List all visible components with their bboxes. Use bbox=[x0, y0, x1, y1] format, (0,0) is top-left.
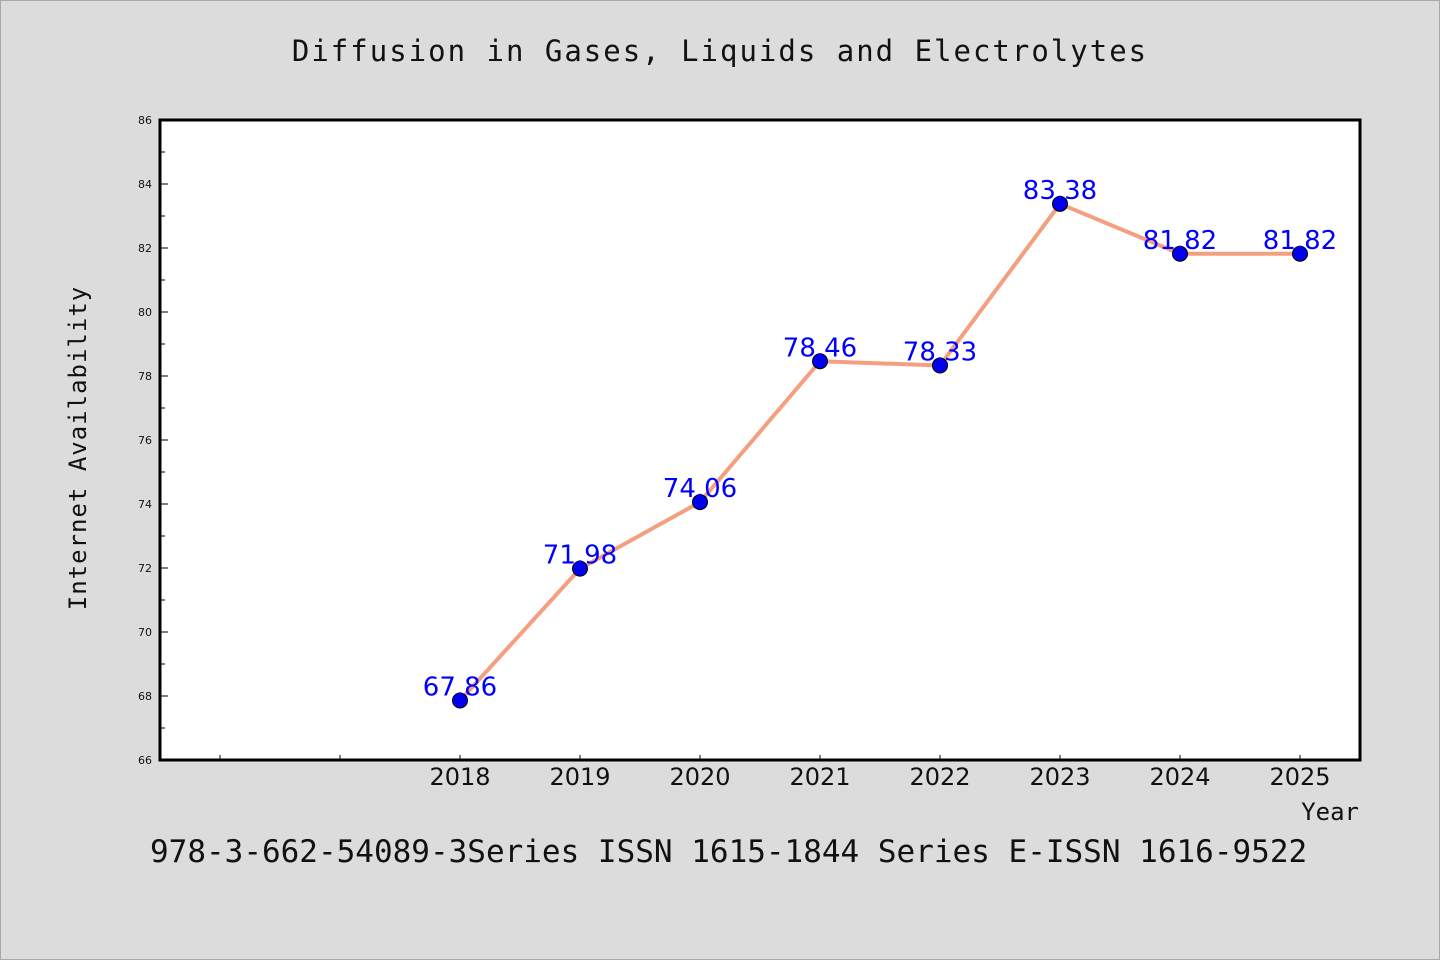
y-tick-label: 76 bbox=[138, 434, 152, 447]
data-label: 81.82 bbox=[1143, 226, 1217, 256]
data-point bbox=[572, 560, 588, 577]
x-axis: 2018 2019 2020 2021 2022 2023 2024 2025 bbox=[219, 755, 1331, 791]
y-tick-label: 66 bbox=[138, 754, 152, 767]
data-point bbox=[692, 494, 708, 511]
data-label: 67.86 bbox=[423, 672, 497, 702]
data-point bbox=[812, 353, 828, 370]
data-point bbox=[1172, 245, 1188, 262]
y-axis-label: Internet Availability bbox=[64, 286, 92, 610]
x-tick-label: 2021 bbox=[789, 763, 850, 791]
data-label: 74.06 bbox=[663, 474, 737, 504]
data-label: 78.33 bbox=[903, 337, 977, 367]
series-layer: 67.86 71.98 74.06 78.46 78.33 83.38 81.82 81.82 bbox=[423, 176, 1337, 709]
data-point bbox=[452, 692, 468, 709]
x-tick-label: 2019 bbox=[549, 763, 610, 791]
data-point bbox=[932, 357, 948, 374]
x-tick-label: 2025 bbox=[1269, 763, 1330, 791]
y-tick-label: 72 bbox=[138, 562, 152, 575]
series-line bbox=[458, 201, 1300, 702]
y-tick-label: 74 bbox=[138, 498, 152, 511]
y-tick-label: 80 bbox=[138, 306, 152, 319]
y-tick-label: 86 bbox=[138, 114, 152, 127]
y-tick-label: 68 bbox=[138, 690, 152, 703]
data-label: 81.82 bbox=[1263, 226, 1337, 256]
data-label: 71.98 bbox=[543, 541, 617, 571]
chart-footer: 978-3-662-54089-3Series ISSN 1615-1844 S… bbox=[150, 834, 1308, 870]
data-label: 78.46 bbox=[783, 333, 857, 363]
data-label: 83.38 bbox=[1023, 176, 1097, 206]
x-tick-label: 2018 bbox=[429, 763, 490, 791]
plot-area bbox=[158, 118, 1362, 762]
x-tick-label: 2020 bbox=[669, 763, 730, 791]
x-axis-label: Year bbox=[1301, 798, 1359, 826]
data-point bbox=[1292, 245, 1308, 262]
y-axis: 66 68 70 72 74 76 78 80 82 84 86 bbox=[138, 114, 168, 767]
y-tick-label: 84 bbox=[138, 178, 152, 191]
y-tick-label: 82 bbox=[138, 242, 152, 255]
data-point bbox=[1052, 195, 1068, 212]
y-tick-label: 78 bbox=[138, 370, 152, 383]
chart-title: Diffusion in Gases, Liquids and Electrol… bbox=[291, 34, 1149, 68]
x-tick-label: 2022 bbox=[909, 763, 970, 791]
x-tick-label: 2024 bbox=[1149, 763, 1210, 791]
y-tick-label: 70 bbox=[138, 626, 152, 639]
x-tick-label: 2023 bbox=[1029, 763, 1090, 791]
